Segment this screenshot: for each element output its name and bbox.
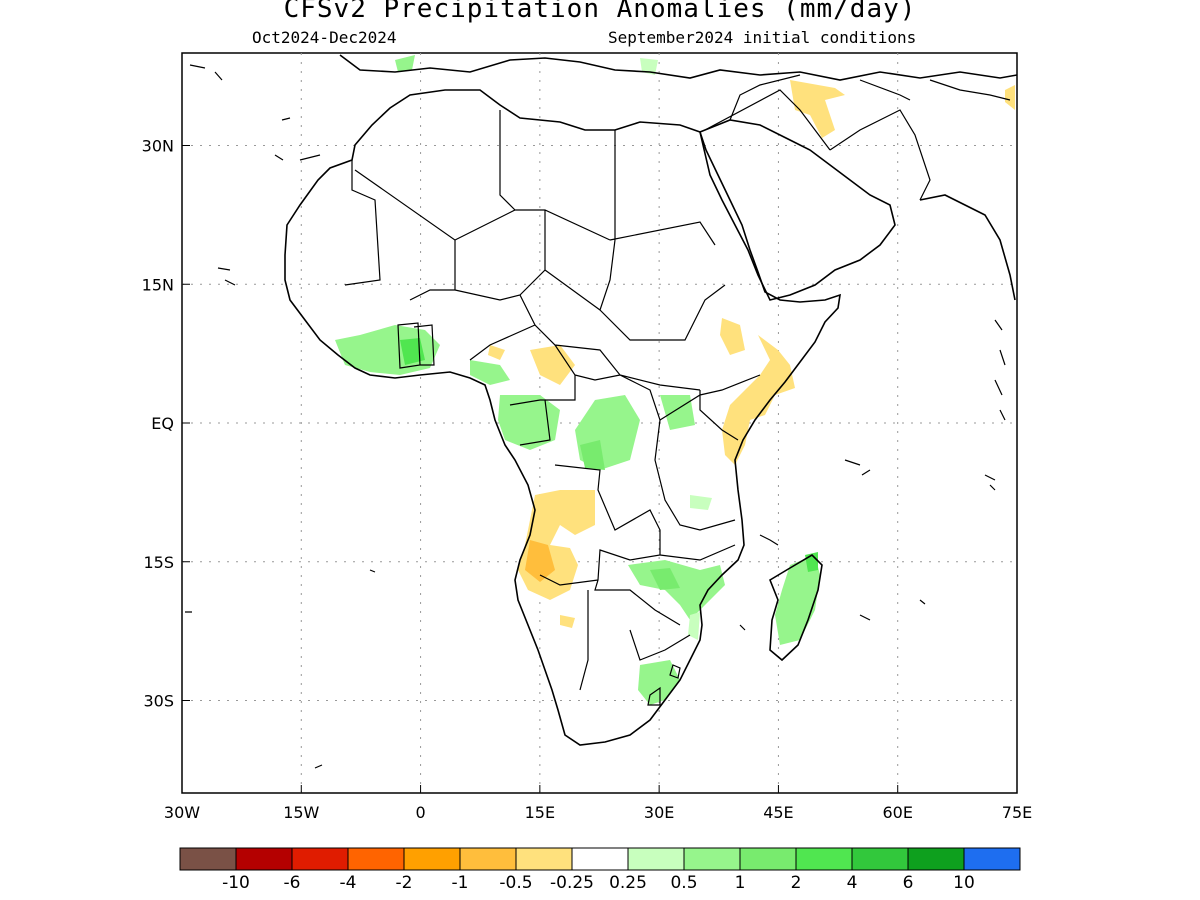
forecast-period: Oct2024-Dec2024 bbox=[252, 28, 397, 47]
legend-label: 6 bbox=[903, 873, 914, 893]
lon-tick-label: 30W bbox=[164, 803, 200, 822]
coastline-india bbox=[919, 194, 1016, 301]
legend-label: -10 bbox=[222, 873, 250, 893]
longitude-axis: 30W 15W 0 15E 30E 45E 60E 75E bbox=[164, 785, 1032, 822]
legend-color-box bbox=[739, 847, 797, 871]
legend-color-box bbox=[291, 847, 349, 871]
anomaly-dry-nigeria bbox=[488, 345, 505, 360]
lon-tick-label: 15E bbox=[525, 803, 555, 822]
legend-color-box bbox=[515, 847, 573, 871]
anomaly-wet-gabon-congo bbox=[498, 395, 560, 450]
legend-color-box bbox=[571, 847, 629, 871]
anomaly-dry-iran bbox=[790, 80, 845, 138]
lon-tick-label: 75E bbox=[1002, 803, 1032, 822]
legend-label: -1 bbox=[452, 873, 469, 893]
border-lesotho-eswatini bbox=[647, 664, 681, 706]
legend-label: 2 bbox=[791, 873, 802, 893]
anomaly-shading bbox=[335, 55, 1015, 705]
anomaly-wet-nigeria-coast bbox=[470, 360, 510, 385]
border-lines bbox=[344, 110, 761, 691]
coastline-madagascar bbox=[769, 553, 823, 662]
coastline-mediterranean-north bbox=[339, 54, 1018, 81]
anomaly-wet-madagascar bbox=[775, 555, 820, 645]
anomaly-wet-mediterranean bbox=[395, 55, 415, 72]
border-middle-east bbox=[704, 74, 1011, 201]
lon-tick-label: 60E bbox=[882, 803, 912, 822]
lon-tick-label: 45E bbox=[763, 803, 793, 822]
chart-title: CFSv2 Precipitation Anomalies (mm/day) bbox=[283, 0, 917, 24]
anomaly-dry-namibia bbox=[560, 615, 575, 628]
latitude-axis: 30N 15N EQ 15S 30S bbox=[142, 137, 190, 711]
legend-label: 4 bbox=[847, 873, 858, 893]
anomaly-dry-ethiopia bbox=[720, 318, 745, 355]
anomaly-dry-horn-of-africa bbox=[722, 335, 795, 465]
legend-label: -0.5 bbox=[499, 873, 532, 893]
anomaly-dry-cameroon-car bbox=[530, 345, 575, 385]
legend-color-box bbox=[459, 847, 517, 871]
coastline-arabia bbox=[699, 119, 896, 301]
lon-tick-label: 15W bbox=[283, 803, 319, 822]
anomaly-wetter-zambia bbox=[650, 568, 680, 590]
legend-color-box bbox=[403, 847, 461, 871]
initial-conditions: September2024 initial conditions bbox=[608, 28, 917, 47]
legend-label: -2 bbox=[396, 873, 413, 893]
lon-tick-label: 30E bbox=[644, 803, 674, 822]
legend-color-box bbox=[851, 847, 909, 871]
map-panel bbox=[181, 52, 1018, 794]
legend-color-box bbox=[235, 847, 293, 871]
lat-tick-label: 30N bbox=[142, 137, 174, 156]
lat-tick-label: 15S bbox=[143, 553, 174, 572]
anomaly-dry-asia-edge bbox=[1005, 85, 1015, 110]
legend-color-box bbox=[179, 847, 237, 871]
lat-tick-label: EQ bbox=[151, 414, 174, 433]
legend-color-box bbox=[795, 847, 853, 871]
legend-label: -6 bbox=[284, 873, 301, 893]
legend-color-box bbox=[907, 847, 965, 871]
legend-label: 0.25 bbox=[609, 873, 647, 893]
islands bbox=[185, 64, 1006, 769]
coastlines bbox=[284, 54, 1018, 746]
border-ghana-togo bbox=[397, 322, 435, 369]
coastline-africa bbox=[284, 89, 841, 746]
anomaly-drier-angola-coast bbox=[525, 540, 555, 582]
legend-label: 10 bbox=[953, 873, 975, 893]
legend-label: -0.25 bbox=[550, 873, 594, 893]
anomaly-wet-aegean bbox=[640, 58, 658, 75]
lat-tick-label: 30S bbox=[143, 692, 174, 711]
lat-tick-label: 15N bbox=[142, 275, 174, 294]
country-borders bbox=[344, 74, 1011, 706]
legend-color-box bbox=[347, 847, 405, 871]
lon-tick-label: 0 bbox=[415, 803, 425, 822]
color-legend: -10 -6 -4 -2 -1 -0.5 -0.25 0.25 0.5 1 2 4 6 10 bbox=[179, 847, 1021, 893]
anomaly-wet-mozambique-coast bbox=[688, 612, 700, 640]
legend-label: 0.5 bbox=[670, 873, 697, 893]
legend-label: -4 bbox=[340, 873, 357, 893]
legend-label: 1 bbox=[735, 873, 746, 893]
anomaly-wetter-drc bbox=[580, 440, 605, 470]
island-marks bbox=[185, 64, 1006, 769]
legend-color-box bbox=[627, 847, 685, 871]
anomaly-wet-tanzania bbox=[690, 495, 712, 510]
legend-color-box bbox=[683, 847, 741, 871]
legend-color-box bbox=[963, 847, 1021, 871]
